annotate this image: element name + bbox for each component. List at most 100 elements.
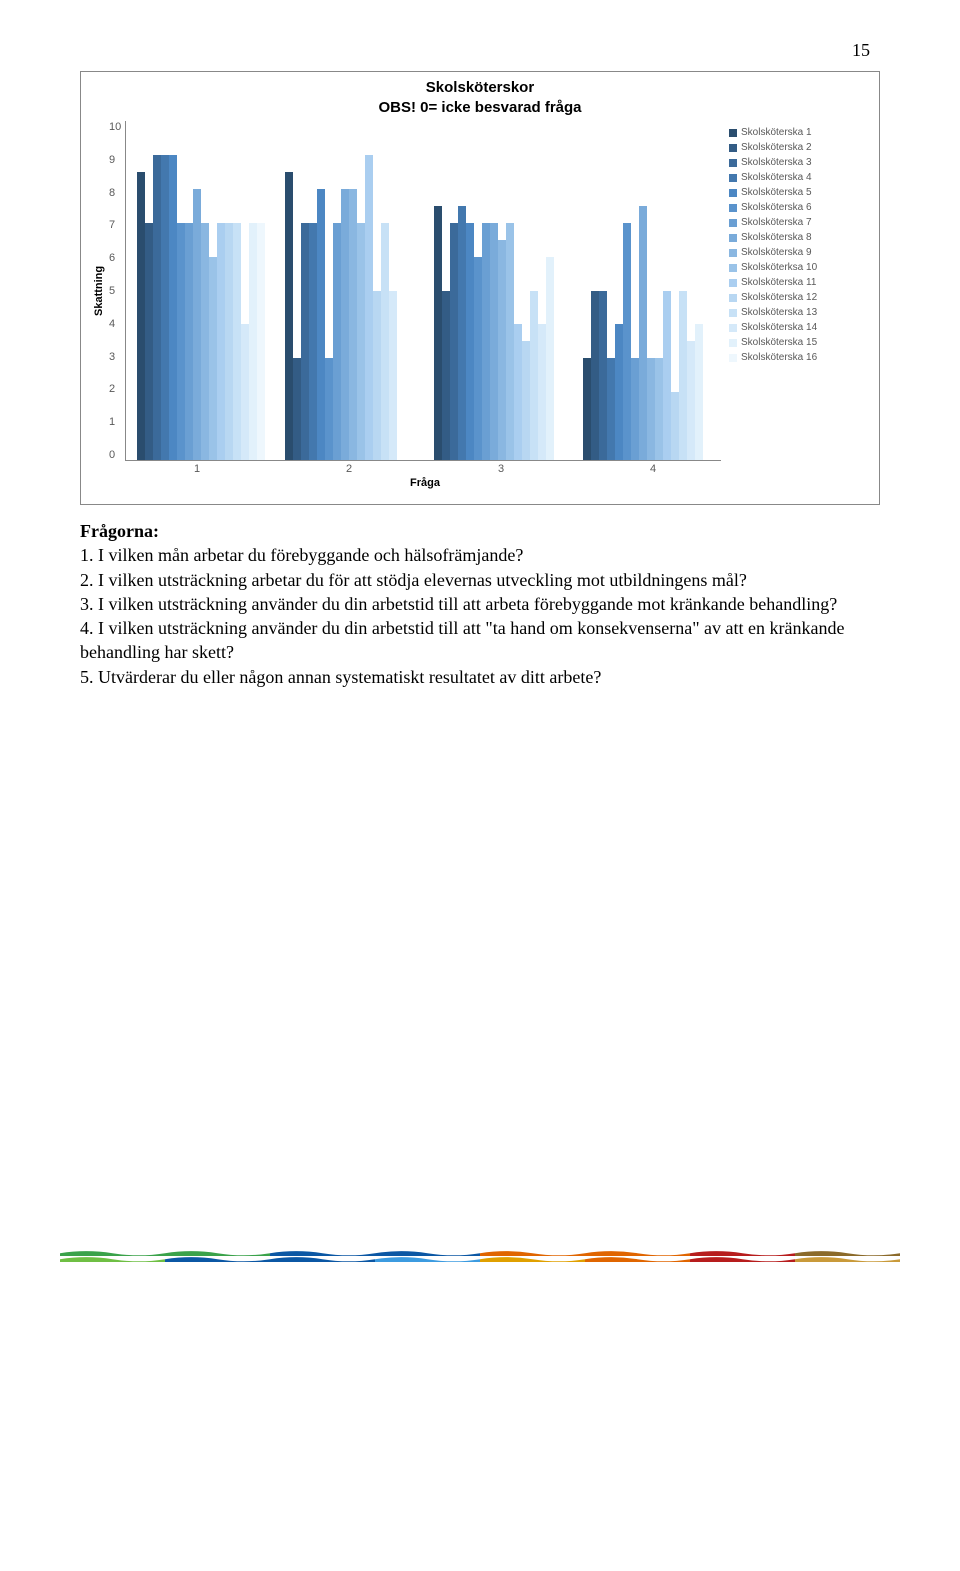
bar <box>687 341 695 460</box>
legend-swatch <box>729 249 737 257</box>
legend-item: Skolsköterska 9 <box>729 247 869 258</box>
bar <box>498 240 506 460</box>
bar <box>466 223 474 460</box>
legend-swatch <box>729 144 737 152</box>
legend-label: Skolsköterska 9 <box>741 247 812 258</box>
bar <box>293 358 301 460</box>
bar <box>482 223 490 460</box>
legend-label: Skolsköterska 1 <box>741 127 812 138</box>
bar <box>241 324 249 460</box>
bar <box>285 172 293 460</box>
legend-swatch <box>729 294 737 302</box>
legend-item: Skolsköterska 16 <box>729 352 869 363</box>
chart-container: Skolsköterskor OBS! 0= icke besvarad frå… <box>80 71 880 505</box>
chart-title-line2: OBS! 0= icke besvarad fråga <box>378 99 581 116</box>
wave-segment <box>480 1255 585 1262</box>
y-axis-ticks: 012345678910 <box>107 121 125 461</box>
bar <box>317 189 325 460</box>
wave-segment <box>690 1255 795 1262</box>
legend-item: Skolsköterska 2 <box>729 142 869 153</box>
legend-item: Skolsköterksa 10 <box>729 262 869 273</box>
bar <box>225 223 233 460</box>
legend-label: Skolsköterska 11 <box>741 277 816 288</box>
legend-label: Skolsköterska 8 <box>741 232 812 243</box>
bar <box>201 223 209 460</box>
bar <box>655 358 663 460</box>
bar <box>458 206 466 460</box>
bar <box>546 257 554 460</box>
bar <box>389 291 397 461</box>
bar <box>474 257 482 460</box>
legend-label: Skolsköterska 3 <box>741 157 812 168</box>
bar <box>301 223 309 460</box>
legend-swatch <box>729 354 737 362</box>
bar <box>442 291 450 461</box>
legend-label: Skolsköterska 13 <box>741 307 817 318</box>
legend-label: Skolsköterska 12 <box>741 292 817 303</box>
legend-label: Skolsköterska 5 <box>741 187 812 198</box>
legend-label: Skolsköterska 7 <box>741 217 812 228</box>
chart-title: Skolsköterskor OBS! 0= icke besvarad frå… <box>91 78 869 117</box>
wave-segment <box>795 1255 900 1262</box>
y-tick: 2 <box>109 383 121 395</box>
legend-item: Skolsköterska 6 <box>729 202 869 213</box>
y-tick: 7 <box>109 219 121 231</box>
legend-swatch <box>729 159 737 167</box>
bar <box>639 206 647 460</box>
legend-item: Skolsköterska 3 <box>729 157 869 168</box>
bar <box>209 257 217 460</box>
legend-swatch <box>729 189 737 197</box>
y-tick: 8 <box>109 187 121 199</box>
bar <box>365 155 373 460</box>
bar <box>490 223 498 460</box>
legend-swatch <box>729 129 737 137</box>
y-tick: 4 <box>109 318 121 330</box>
bar <box>381 223 389 460</box>
bar <box>341 189 349 460</box>
bar <box>217 223 225 460</box>
bar <box>257 223 265 460</box>
bar <box>631 358 639 460</box>
wave-segment <box>585 1255 690 1262</box>
bar <box>145 223 153 460</box>
questions-block: Frågorna: 1. I vilken mån arbetar du för… <box>80 519 880 689</box>
bar-group <box>434 121 562 460</box>
chart-title-line1: Skolsköterskor <box>426 79 534 96</box>
legend-item: Skolsköterska 4 <box>729 172 869 183</box>
page-number: 15 <box>80 40 880 61</box>
plot-area <box>125 121 721 461</box>
bar <box>695 324 703 460</box>
bar-group <box>285 121 413 460</box>
question-item: 4. I vilken utsträckning använder du din… <box>80 616 880 665</box>
y-tick: 1 <box>109 416 121 428</box>
bar <box>193 189 201 460</box>
legend-item: Skolsköterska 13 <box>729 307 869 318</box>
bar <box>591 291 599 461</box>
bar <box>522 341 530 460</box>
x-tick: 3 <box>498 463 504 475</box>
wave-segment <box>165 1255 270 1262</box>
y-axis-label: Skattning <box>91 121 107 461</box>
bar <box>615 324 623 460</box>
bar <box>607 358 615 460</box>
question-item: 5. Utvärderar du eller någon annan syste… <box>80 665 880 689</box>
bar <box>514 324 522 460</box>
bar <box>185 223 193 460</box>
x-axis-ticks: 1234 <box>121 461 729 475</box>
legend-item: Skolsköterska 1 <box>729 127 869 138</box>
bar <box>161 155 169 460</box>
bar <box>177 223 185 460</box>
bar <box>349 189 357 460</box>
legend-swatch <box>729 309 737 317</box>
y-tick: 6 <box>109 252 121 264</box>
legend-label: Skolsköterska 2 <box>741 142 812 153</box>
bar <box>506 223 514 460</box>
legend-swatch <box>729 204 737 212</box>
y-tick: 9 <box>109 154 121 166</box>
bar <box>309 223 317 460</box>
footer-waves <box>0 1249 960 1292</box>
bar <box>450 223 458 460</box>
bar <box>647 358 655 460</box>
y-tick: 0 <box>109 449 121 461</box>
legend-item: Skolsköterska 7 <box>729 217 869 228</box>
